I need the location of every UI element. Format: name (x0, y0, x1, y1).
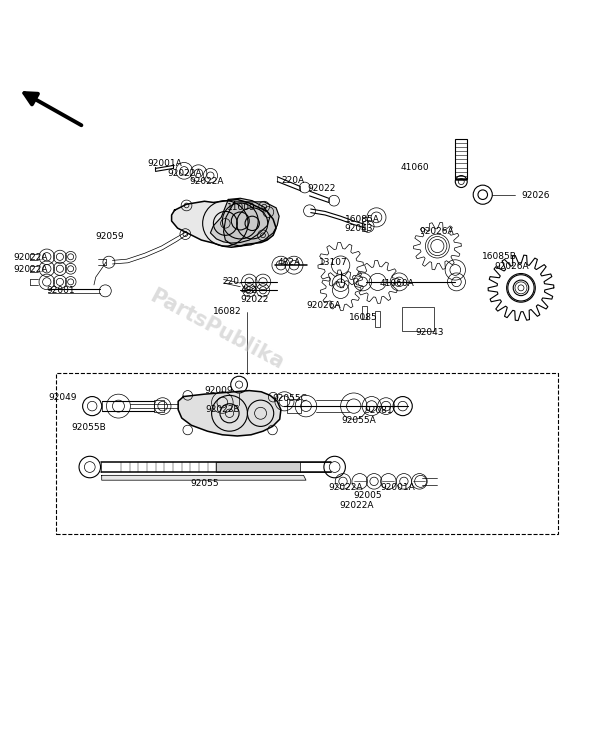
Text: 482A: 482A (277, 258, 301, 268)
Text: 16082: 16082 (214, 307, 242, 317)
Text: 92081: 92081 (365, 406, 393, 415)
Text: 482: 482 (240, 286, 257, 295)
Polygon shape (178, 390, 281, 436)
Polygon shape (172, 200, 276, 247)
Bar (455, 139, 467, 179)
Text: 92026: 92026 (521, 192, 550, 200)
Bar (362, 217, 367, 230)
Text: 92022B: 92022B (206, 404, 240, 414)
Bar (154, 400, 164, 412)
Text: 92049: 92049 (48, 393, 76, 402)
Text: 16085B: 16085B (482, 252, 517, 261)
Text: 92043: 92043 (344, 224, 373, 232)
Text: 92022A: 92022A (13, 254, 48, 262)
Text: 16085A: 16085A (346, 215, 380, 224)
Text: 11009: 11009 (227, 203, 256, 212)
Polygon shape (211, 198, 270, 243)
Text: 92009: 92009 (205, 386, 233, 395)
Text: 92005: 92005 (354, 491, 382, 500)
Polygon shape (102, 475, 306, 480)
Text: 92001A: 92001A (380, 483, 415, 492)
Text: 92022: 92022 (240, 295, 269, 303)
Bar (375, 311, 380, 327)
Text: 41060: 41060 (400, 163, 429, 172)
Text: PartsPublika: PartsPublika (146, 286, 287, 374)
Bar (287, 399, 301, 413)
Text: 92059: 92059 (96, 232, 124, 241)
Text: 41060A: 41060A (380, 279, 415, 287)
Bar (401, 307, 434, 331)
Text: 92026A: 92026A (494, 262, 529, 271)
Text: 92055C: 92055C (272, 395, 307, 404)
Bar (56, 373, 558, 534)
Text: 92026A: 92026A (419, 227, 454, 236)
Bar (217, 462, 300, 471)
Polygon shape (224, 202, 279, 246)
Text: 92055: 92055 (190, 480, 219, 488)
Text: 92022A: 92022A (13, 265, 48, 274)
Text: 92043: 92043 (416, 327, 445, 336)
Text: 16085: 16085 (349, 313, 378, 322)
Text: 92026A: 92026A (306, 301, 341, 310)
Text: 13107: 13107 (319, 258, 348, 268)
Text: 220: 220 (223, 277, 239, 287)
Text: 92022A: 92022A (190, 177, 224, 186)
Bar (362, 306, 367, 319)
Text: 92001A: 92001A (148, 159, 182, 168)
Text: 92001: 92001 (47, 286, 76, 295)
Text: 92022: 92022 (307, 184, 335, 193)
Bar (457, 178, 466, 181)
Text: 92022A: 92022A (329, 483, 363, 492)
Text: 92055B: 92055B (72, 423, 107, 432)
Text: 92055A: 92055A (342, 416, 377, 425)
Text: 92022A: 92022A (167, 169, 202, 178)
Text: 220A: 220A (281, 176, 304, 185)
Text: 92022A: 92022A (340, 501, 374, 510)
